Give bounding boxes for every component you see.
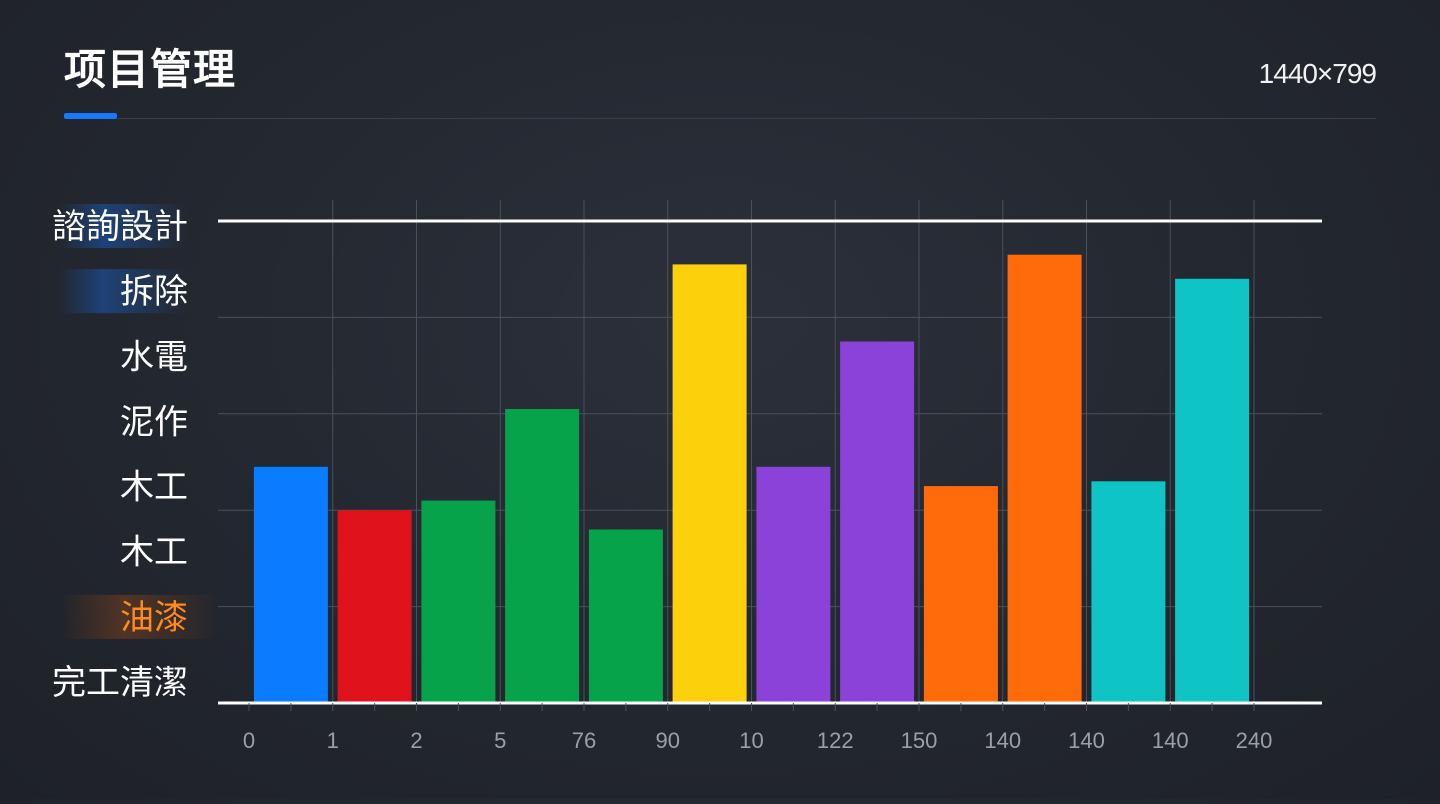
bar [756, 466, 831, 703]
bar [840, 341, 915, 703]
x-axis-label: 5 [494, 728, 506, 753]
x-axis-label: 150 [901, 728, 938, 753]
bar [421, 500, 496, 703]
x-axis-label: 2 [410, 728, 422, 753]
y-axis-label: 拆除 [120, 273, 188, 311]
label-glow [58, 204, 188, 248]
bar [1175, 278, 1250, 703]
y-axis-label: 完工清潔 [52, 664, 188, 702]
y-axis-label: 諮詢設計 [52, 208, 188, 246]
bar [1091, 481, 1166, 703]
x-axis-label: 90 [656, 728, 680, 753]
bar [1007, 254, 1082, 703]
y-axis-label: 泥作 [120, 403, 188, 441]
x-axis-label: 140 [1068, 728, 1105, 753]
size-label: 1440×799 [1258, 58, 1377, 89]
bar [337, 510, 412, 703]
y-axis-label: 水電 [120, 338, 188, 376]
label-glows [58, 204, 220, 639]
x-axis-label: 0 [243, 728, 255, 753]
label-glow [60, 594, 220, 639]
bar [253, 466, 328, 703]
bar [588, 529, 663, 703]
x-axis-labels: 0 1 2 5 76 90 10 122 150 140 140 140 240 [243, 728, 1272, 753]
y-axis-label: 油漆 [120, 599, 188, 637]
x-axis-label: 240 [1236, 728, 1273, 753]
y-axis-label: 木工 [120, 469, 188, 507]
x-axis-label: 122 [817, 728, 854, 753]
label-glow [58, 269, 188, 314]
header-divider [117, 118, 1376, 119]
x-axis-label: 140 [1152, 728, 1189, 753]
bar [923, 486, 998, 703]
title-accent-bar [64, 113, 117, 119]
x-axis-label: 1 [327, 728, 339, 753]
x-axis-label: 140 [984, 728, 1021, 753]
x-axis-label: 76 [572, 728, 596, 753]
header: 项目管理 1440×799 [0, 0, 1440, 130]
bar [672, 264, 747, 703]
bar [505, 409, 580, 703]
y-axis-label: 木工 [120, 534, 188, 572]
x-axis-label: 10 [739, 728, 763, 753]
chart-axes [218, 219, 1322, 711]
chart-bars [253, 254, 1250, 703]
page-title: 项目管理 [64, 46, 237, 93]
